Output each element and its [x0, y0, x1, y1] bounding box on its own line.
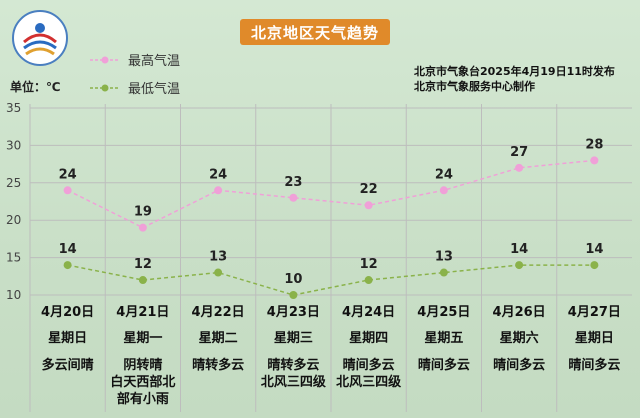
- series-1-point: [515, 261, 524, 270]
- series-line-1: [67, 264, 595, 296]
- day-weather: 北风三四级: [260, 375, 326, 390]
- day-date: 4月25日: [417, 305, 471, 320]
- series-1-point: [63, 261, 72, 270]
- day-weather: 白天西部北: [110, 375, 176, 390]
- series-1-data-label: 13: [435, 250, 453, 265]
- meteorological-logo: [12, 10, 68, 66]
- series-1-point: [439, 268, 448, 277]
- legend-low: 最低气温: [90, 78, 180, 97]
- day-weather: 晴间多云: [493, 358, 546, 373]
- day-weather: 晴间多云: [342, 358, 395, 373]
- series-0-point: [138, 223, 147, 232]
- series-1-point: [590, 261, 599, 270]
- day-date: 4月23日: [266, 305, 320, 320]
- legend-high: 最高气温: [90, 50, 180, 69]
- series-0-data-label: 23: [284, 175, 302, 190]
- legend-low-label: 最低气温: [128, 82, 181, 97]
- series-1-data-label: 12: [360, 257, 378, 272]
- publisher-line-2: 北京市气象服务中心制作: [414, 80, 535, 93]
- day-weekday: 星期六: [499, 331, 539, 346]
- day-date: 4月22日: [191, 305, 245, 320]
- series-1-point: [289, 291, 298, 299]
- publisher-line-1: 北京市气象台2025年4月19日11时发布: [414, 65, 615, 78]
- series-0-point: [289, 193, 298, 202]
- series-0-point: [63, 186, 72, 195]
- publisher-info: 北京市气象台2025年4月19日11时发布 北京市气象服务中心制作: [414, 64, 615, 94]
- legend-low-marker: [90, 84, 120, 91]
- chart-title: 北京地区天气趋势: [250, 23, 379, 42]
- series-1-data-label: 13: [209, 250, 227, 265]
- series-0-point: [590, 156, 599, 165]
- day-weekday: 星期五: [424, 331, 464, 346]
- series-0-data-label: 24: [209, 167, 227, 182]
- series-1-data-label: 14: [585, 242, 603, 257]
- series-1-data-label: 14: [59, 242, 77, 257]
- series-0-point: [364, 201, 373, 210]
- series-0-data-label: 24: [435, 167, 453, 182]
- series-0-data-label: 22: [360, 182, 378, 197]
- series-1-point: [364, 276, 373, 285]
- day-weekday: 星期日: [48, 331, 88, 346]
- day-weather: 晴转多云: [267, 358, 320, 373]
- legend-high-marker: [90, 56, 120, 63]
- y-tick-label-25: 25: [6, 176, 21, 190]
- day-date: 4月26日: [492, 305, 546, 320]
- day-date: 4月27日: [567, 305, 621, 320]
- y-tick-label-15: 15: [6, 251, 21, 265]
- day-weather: 晴转多云: [192, 358, 245, 373]
- day-weather: 晴间多云: [568, 358, 621, 373]
- y-tick-label-10: 10: [6, 288, 21, 302]
- day-weekday: 星期二: [198, 331, 238, 346]
- day-weather: 北风三四级: [336, 375, 402, 390]
- day-weather: 多云间晴: [41, 358, 94, 373]
- series-0-point: [439, 186, 448, 195]
- series-0-point: [214, 186, 223, 195]
- series-0-data-label: 24: [59, 167, 77, 182]
- chart-title-box: 北京地区天气趋势: [240, 19, 390, 45]
- series-0-point: [515, 163, 524, 172]
- series-line-0: [67, 159, 595, 229]
- day-weather: 阴转晴: [123, 358, 163, 373]
- series-0-data-label: 28: [585, 137, 603, 152]
- day-weekday: 星期三: [273, 331, 313, 346]
- day-weather: 晴间多云: [417, 358, 470, 373]
- y-tick-label-30: 30: [6, 138, 21, 152]
- day-weekday: 星期一: [123, 331, 163, 346]
- y-tick-label-20: 20: [6, 213, 21, 227]
- day-weekday: 星期日: [574, 331, 614, 346]
- y-tick-label-35: 35: [6, 101, 21, 115]
- series-0-data-label: 27: [510, 145, 528, 160]
- legend-high-label: 最高气温: [128, 54, 181, 69]
- series-1-point: [138, 276, 147, 285]
- day-weather: 部有小雨: [116, 392, 169, 407]
- series-0-data-label: 19: [134, 205, 152, 220]
- day-weekday: 星期四: [349, 331, 389, 346]
- day-date: 4月20日: [41, 305, 95, 320]
- series-1-data-label: 12: [134, 257, 152, 272]
- unit-label: 单位：℃: [10, 80, 61, 94]
- day-date: 4月24日: [342, 305, 396, 320]
- series-1-data-label: 10: [284, 272, 302, 287]
- series-1-data-label: 14: [510, 242, 528, 257]
- day-date: 4月21日: [116, 305, 170, 320]
- series-1-point: [214, 268, 223, 277]
